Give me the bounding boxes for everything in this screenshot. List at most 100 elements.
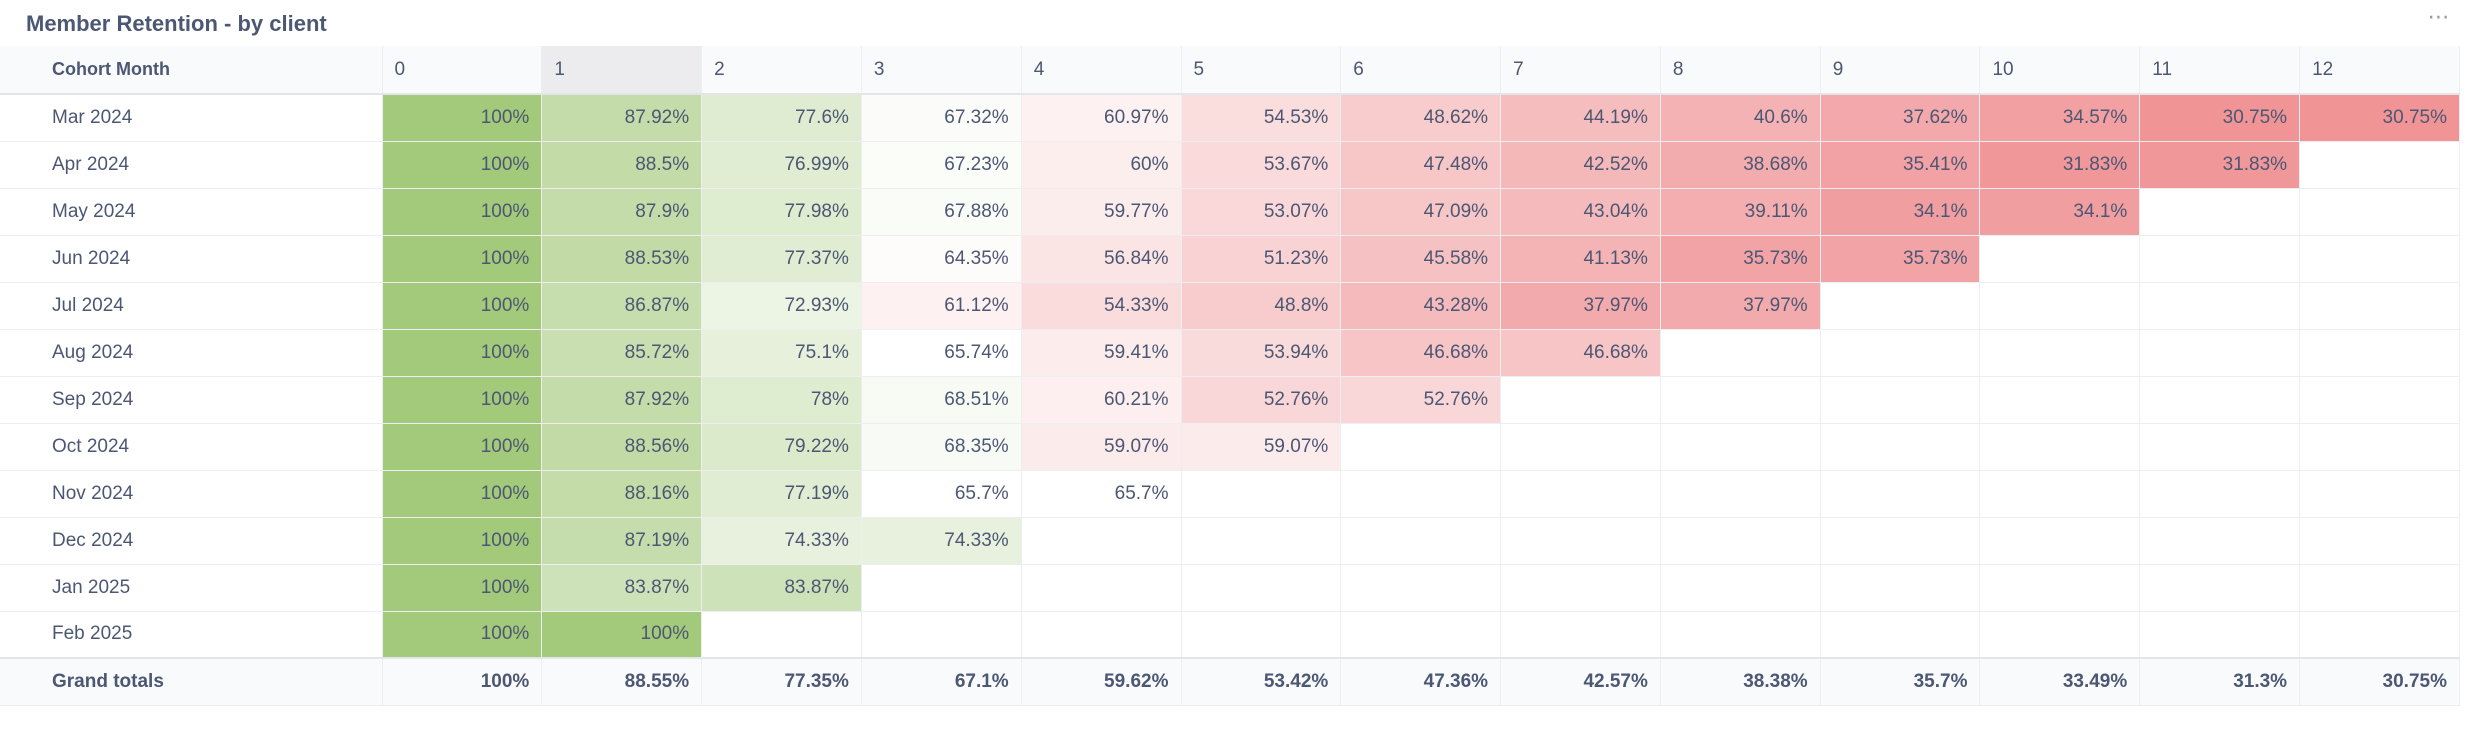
retention-cell[interactable]: 79.22% bbox=[701, 423, 862, 471]
retention-cell[interactable]: 51.23% bbox=[1181, 235, 1342, 283]
column-header-3[interactable]: 3 bbox=[861, 46, 1022, 95]
retention-cell[interactable]: 77.19% bbox=[701, 470, 862, 518]
retention-cell[interactable]: 47.09% bbox=[1340, 188, 1502, 236]
retention-cell[interactable]: 60.97% bbox=[1021, 94, 1182, 142]
retention-cell[interactable]: 100% bbox=[382, 141, 543, 189]
retention-cell[interactable]: 100% bbox=[382, 94, 543, 142]
retention-cell[interactable]: 43.04% bbox=[1500, 188, 1661, 236]
retention-cell[interactable]: 35.73% bbox=[1660, 235, 1821, 283]
retention-cell[interactable]: 76.99% bbox=[701, 141, 862, 189]
retention-cell[interactable]: 83.87% bbox=[541, 564, 703, 612]
retention-cell[interactable]: 39.11% bbox=[1660, 188, 1821, 236]
retention-cell[interactable]: 59.77% bbox=[1021, 188, 1182, 236]
retention-cell[interactable]: 87.9% bbox=[541, 188, 703, 236]
retention-cell[interactable]: 78% bbox=[701, 376, 862, 424]
retention-cell[interactable]: 86.87% bbox=[541, 282, 703, 330]
column-header-12[interactable]: 12 bbox=[2299, 46, 2460, 95]
retention-cell[interactable]: 54.53% bbox=[1181, 94, 1342, 142]
retention-cell[interactable]: 65.74% bbox=[861, 329, 1022, 377]
retention-cell[interactable]: 87.19% bbox=[541, 517, 703, 565]
retention-cell[interactable]: 77.98% bbox=[701, 188, 862, 236]
retention-cell[interactable]: 31.83% bbox=[1979, 141, 2141, 189]
column-header-0[interactable]: 0 bbox=[382, 46, 543, 95]
column-header-6[interactable]: 6 bbox=[1340, 46, 1502, 95]
column-header-cohort-month[interactable]: Cohort Month bbox=[0, 46, 383, 95]
retention-cell[interactable]: 34.1% bbox=[1820, 188, 1981, 236]
retention-cell[interactable]: 87.92% bbox=[541, 94, 703, 142]
more-options-icon[interactable]: ⋯ bbox=[2427, 4, 2451, 29]
retention-cell[interactable]: 83.87% bbox=[701, 564, 862, 612]
retention-cell[interactable]: 88.53% bbox=[541, 235, 703, 283]
retention-cell[interactable]: 40.6% bbox=[1660, 94, 1821, 142]
retention-cell[interactable]: 61.12% bbox=[861, 282, 1022, 330]
retention-cell[interactable]: 60% bbox=[1021, 141, 1182, 189]
retention-cell[interactable]: 87.92% bbox=[541, 376, 703, 424]
retention-cell[interactable]: 100% bbox=[382, 517, 543, 565]
retention-cell[interactable]: 100% bbox=[382, 188, 543, 236]
retention-cell[interactable]: 48.62% bbox=[1340, 94, 1502, 142]
retention-cell[interactable]: 68.51% bbox=[861, 376, 1022, 424]
retention-cell[interactable]: 45.58% bbox=[1340, 235, 1502, 283]
retention-cell[interactable]: 31.83% bbox=[2139, 141, 2301, 189]
retention-cell[interactable]: 42.52% bbox=[1500, 141, 1661, 189]
retention-cell[interactable]: 77.6% bbox=[701, 94, 862, 142]
retention-cell[interactable]: 67.23% bbox=[861, 141, 1022, 189]
retention-cell[interactable]: 77.37% bbox=[701, 235, 862, 283]
retention-cell[interactable]: 53.07% bbox=[1181, 188, 1342, 236]
retention-cell[interactable]: 88.56% bbox=[541, 423, 703, 471]
retention-cell[interactable]: 44.19% bbox=[1500, 94, 1661, 142]
retention-cell[interactable]: 74.33% bbox=[861, 517, 1022, 565]
column-header-8[interactable]: 8 bbox=[1660, 46, 1821, 95]
retention-cell[interactable]: 30.75% bbox=[2299, 94, 2460, 142]
retention-cell[interactable]: 100% bbox=[382, 235, 543, 283]
retention-cell[interactable]: 100% bbox=[382, 282, 543, 330]
retention-cell[interactable]: 100% bbox=[382, 611, 543, 659]
retention-cell[interactable]: 34.57% bbox=[1979, 94, 2141, 142]
retention-cell[interactable]: 54.33% bbox=[1021, 282, 1182, 330]
retention-cell[interactable]: 37.97% bbox=[1500, 282, 1661, 330]
column-header-4[interactable]: 4 bbox=[1021, 46, 1182, 95]
retention-cell[interactable]: 100% bbox=[541, 611, 703, 659]
retention-cell[interactable]: 60.21% bbox=[1021, 376, 1182, 424]
retention-cell[interactable]: 46.68% bbox=[1340, 329, 1502, 377]
retention-cell[interactable]: 67.88% bbox=[861, 188, 1022, 236]
retention-cell[interactable]: 88.16% bbox=[541, 470, 703, 518]
retention-cell[interactable]: 100% bbox=[382, 564, 543, 612]
retention-cell[interactable]: 37.97% bbox=[1660, 282, 1821, 330]
retention-cell[interactable]: 52.76% bbox=[1340, 376, 1502, 424]
retention-cell[interactable]: 100% bbox=[382, 470, 543, 518]
retention-cell[interactable]: 67.32% bbox=[861, 94, 1022, 142]
retention-cell[interactable]: 59.41% bbox=[1021, 329, 1182, 377]
retention-cell[interactable]: 85.72% bbox=[541, 329, 703, 377]
card-title[interactable]: Member Retention - by client bbox=[26, 11, 327, 36]
column-header-2[interactable]: 2 bbox=[701, 46, 862, 95]
retention-cell[interactable]: 88.5% bbox=[541, 141, 703, 189]
retention-cell[interactable]: 34.1% bbox=[1979, 188, 2141, 236]
retention-cell[interactable]: 64.35% bbox=[861, 235, 1022, 283]
retention-cell[interactable]: 37.62% bbox=[1820, 94, 1981, 142]
retention-cell[interactable]: 100% bbox=[382, 329, 543, 377]
retention-cell[interactable]: 72.93% bbox=[701, 282, 862, 330]
retention-cell[interactable]: 46.68% bbox=[1500, 329, 1661, 377]
retention-cell[interactable]: 56.84% bbox=[1021, 235, 1182, 283]
retention-cell[interactable]: 53.67% bbox=[1181, 141, 1342, 189]
retention-cell[interactable]: 35.73% bbox=[1820, 235, 1981, 283]
retention-cell[interactable]: 48.8% bbox=[1181, 282, 1342, 330]
column-header-10[interactable]: 10 bbox=[1979, 46, 2141, 95]
retention-cell[interactable]: 100% bbox=[382, 423, 543, 471]
column-header-5[interactable]: 5 bbox=[1181, 46, 1342, 95]
column-header-11[interactable]: 11 bbox=[2139, 46, 2301, 95]
retention-cell[interactable]: 100% bbox=[382, 376, 543, 424]
retention-cell[interactable]: 68.35% bbox=[861, 423, 1022, 471]
retention-cell[interactable]: 53.94% bbox=[1181, 329, 1342, 377]
retention-cell[interactable]: 43.28% bbox=[1340, 282, 1502, 330]
retention-cell[interactable]: 75.1% bbox=[701, 329, 862, 377]
retention-cell[interactable]: 35.41% bbox=[1820, 141, 1981, 189]
retention-cell[interactable]: 47.48% bbox=[1340, 141, 1502, 189]
retention-cell[interactable]: 52.76% bbox=[1181, 376, 1342, 424]
retention-cell[interactable]: 38.68% bbox=[1660, 141, 1821, 189]
column-header-1[interactable]: 1 bbox=[541, 46, 703, 95]
column-header-9[interactable]: 9 bbox=[1820, 46, 1981, 95]
column-header-7[interactable]: 7 bbox=[1500, 46, 1661, 95]
retention-cell[interactable]: 74.33% bbox=[701, 517, 862, 565]
